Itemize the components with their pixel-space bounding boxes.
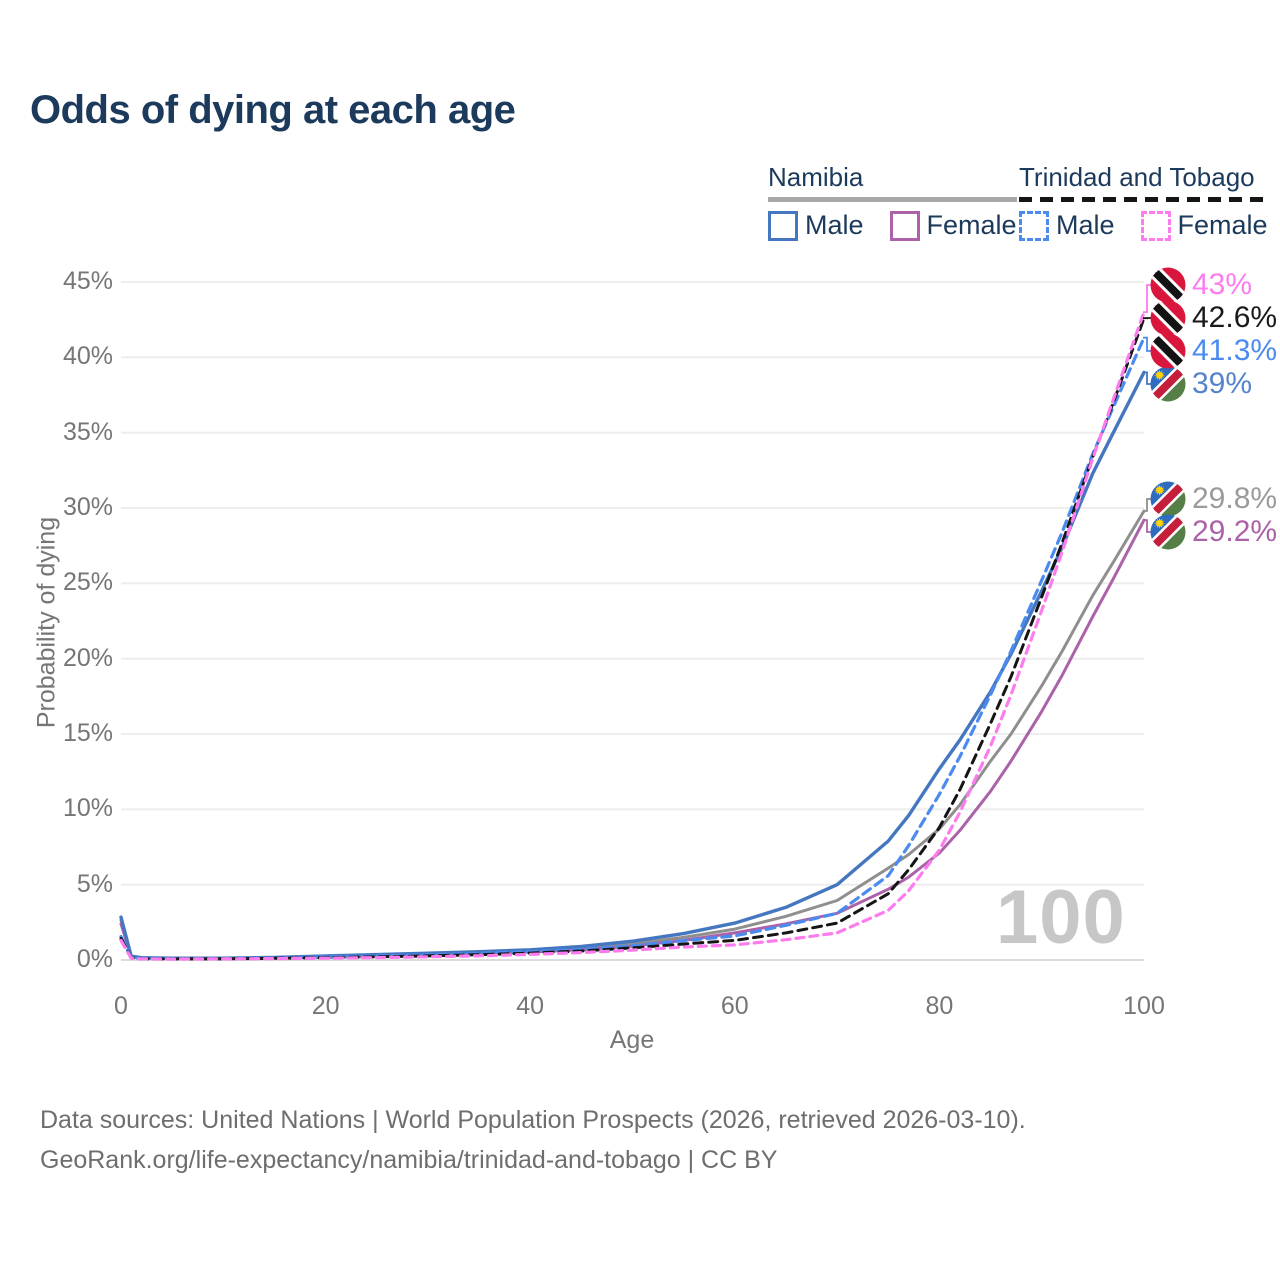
trinidad-and-tobago-flag-icon <box>1150 267 1186 303</box>
end-label-namibia-male: 39% <box>1150 366 1252 402</box>
namibia-flag-icon <box>1150 514 1186 550</box>
legend-swatch-icon <box>1019 210 1049 241</box>
legend-country-name: Namibia <box>768 162 864 192</box>
page-title: Odds of dying at each age <box>30 88 516 132</box>
x-axis-title: Age <box>609 1026 655 1054</box>
series-line-namibia-average[interactable] <box>119 509 1146 960</box>
legend-item-label: Female <box>1177 210 1268 240</box>
x-tick-label: 40 <box>516 992 545 1020</box>
legend-item-namibia-male[interactable]: Male <box>768 210 864 241</box>
y-tick-label: 45% <box>62 267 113 295</box>
series-line-namibia-female[interactable] <box>119 518 1146 960</box>
end-label-value: 42.6% <box>1192 301 1278 334</box>
namibia-flag-icon <box>1150 366 1186 402</box>
legend-group-trinidad-and-tobago: Trinidad and Tobago Male Female <box>1019 162 1268 241</box>
end-label-trinidad-female: 43% <box>1150 267 1252 303</box>
end-label-value: 29.8% <box>1192 482 1278 515</box>
legend-item-label: Male <box>1056 210 1115 240</box>
y-tick-label: 25% <box>62 568 113 597</box>
end-label-value: 29.2% <box>1192 515 1278 548</box>
end-label-value: 43% <box>1192 268 1253 301</box>
legend-line-sample-solid <box>768 197 1017 202</box>
y-tick-label: 40% <box>62 342 113 371</box>
data-sources-text: Data sources: United Nations | World Pop… <box>40 1106 1026 1134</box>
x-tick-label: 0 <box>114 992 128 1020</box>
y-tick-label: 35% <box>62 417 113 446</box>
end-label-namibia-average: 29.8% <box>1150 481 1277 517</box>
end-label-trinidad-male: 41.3% <box>1150 333 1277 369</box>
trinidad-and-tobago-flag-icon <box>1150 333 1186 369</box>
legend-country-name: Trinidad and Tobago <box>1019 162 1255 192</box>
series-line-namibia-male[interactable] <box>119 370 1146 960</box>
legend-item-namibia-female[interactable]: Female <box>889 210 1017 241</box>
legend-swatch-icon <box>768 210 798 241</box>
legend-line-sample-dashed <box>1019 197 1268 202</box>
y-tick-label: 5% <box>76 869 113 898</box>
legend-swatch-icon <box>1140 210 1171 241</box>
y-tick-label: 20% <box>62 643 113 672</box>
age-watermark: 100 <box>996 875 1126 960</box>
legend-group-namibia: Namibia Male Female <box>768 162 1017 241</box>
x-tick-label: 100 <box>1123 992 1165 1020</box>
end-label-value: 39% <box>1192 367 1253 400</box>
y-tick-label: 10% <box>62 794 113 823</box>
series-line-trinidad-average[interactable] <box>119 316 1146 961</box>
y-tick-label: 30% <box>62 493 113 521</box>
x-tick-label: 80 <box>925 992 954 1020</box>
legend-item-trinidad-male[interactable]: Male <box>1019 210 1115 241</box>
trinidad-and-tobago-flag-icon <box>1150 300 1186 336</box>
x-tick-label: 60 <box>720 992 749 1020</box>
end-label-trinidad-average: 42.6% <box>1150 300 1277 336</box>
namibia-flag-icon <box>1150 481 1186 517</box>
x-tick-label: 20 <box>311 992 340 1020</box>
series-line-trinidad-male[interactable] <box>119 336 1146 961</box>
legend-item-label: Female <box>926 210 1017 240</box>
legend-swatch-icon <box>889 210 920 241</box>
end-label-namibia-female: 29.2% <box>1150 514 1277 550</box>
legend-item-trinidad-female[interactable]: Female <box>1140 210 1268 241</box>
legend-item-label: Male <box>805 210 864 240</box>
series-line-trinidad-female[interactable] <box>119 310 1146 961</box>
y-tick-label: 15% <box>62 719 113 747</box>
end-label-value: 41.3% <box>1192 334 1278 367</box>
y-tick-label: 0% <box>76 945 113 973</box>
attribution-url-text: GeoRank.org/life-expectancy/namibia/trin… <box>40 1146 778 1174</box>
y-axis-title: Probability of dying <box>32 516 61 729</box>
